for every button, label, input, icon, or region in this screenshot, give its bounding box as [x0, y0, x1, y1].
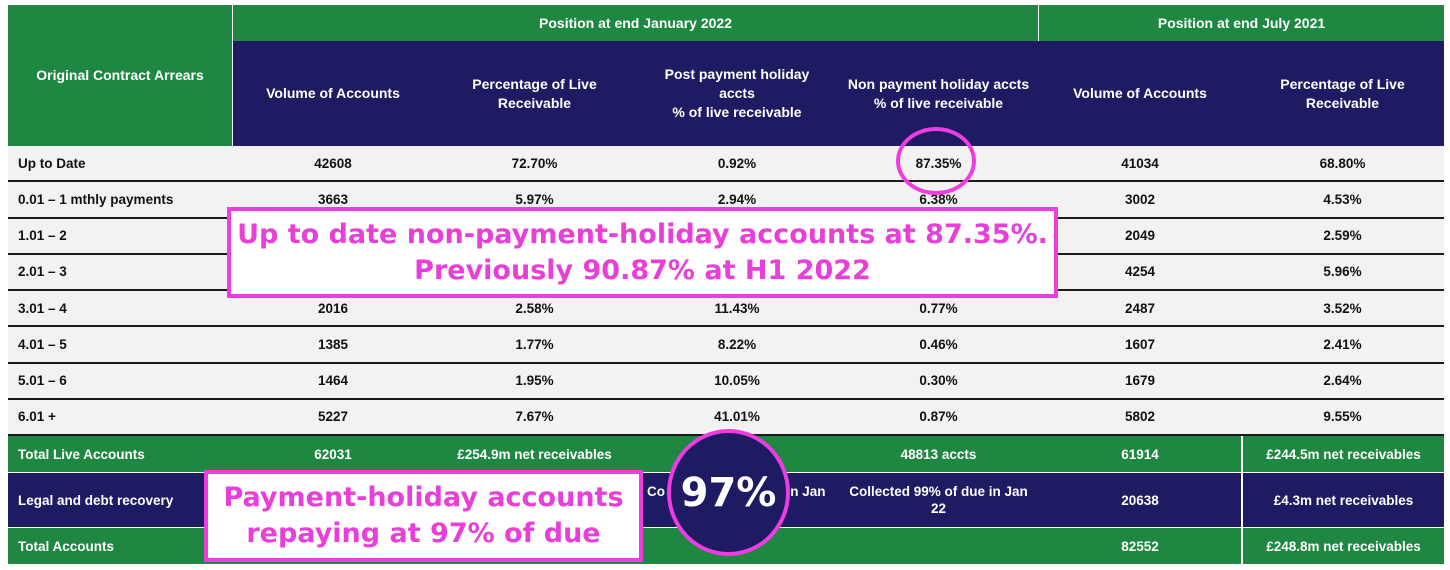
cell-pct-jul: £4.3m net receivables	[1241, 473, 1444, 527]
cell-volume-jan: 3663	[317, 191, 349, 207]
row-label: 6.01 +	[18, 409, 56, 425]
cell-pct-jul: 5.96%	[1323, 264, 1362, 280]
row-label: 2.01 – 3	[18, 264, 67, 280]
table-row: 5.01 – 6 1464 1.95% 10.05% 0.30% 1679 2.64%	[8, 363, 1444, 400]
highlight-circle-97-text: 97%	[680, 469, 777, 516]
annotation-box-up-to-date-line2: Previously 90.87% at H1 2022	[414, 254, 871, 286]
first-col-header: Original Contract Arrears	[8, 5, 232, 146]
cell-non-holiday: 6.38%	[919, 191, 958, 207]
row-label: 5.01 – 6	[18, 373, 67, 389]
row-label: Total Accounts	[18, 538, 115, 554]
cell-volume-jul: 3002	[1124, 191, 1156, 207]
cell-volume-jul: 20638	[1121, 492, 1159, 508]
cell-volume-jul: 4254	[1124, 264, 1156, 280]
column-header-bar: Volume of Accounts Percentage of Live Re…	[233, 41, 1444, 146]
highlight-circle-97: 97%	[667, 429, 790, 556]
cell-non-holiday: 0.77%	[919, 300, 958, 316]
cell-volume-jul: 41034	[1121, 155, 1159, 171]
cell-volume-jul: 5802	[1124, 409, 1156, 425]
group-header-jul-text: Position at end July 2021	[1157, 14, 1326, 31]
cell-volume-jul: 61914	[1121, 446, 1159, 462]
first-col-header-text: Original Contract Arrears	[36, 67, 204, 83]
row-label: 1.01 – 2	[18, 228, 67, 244]
col-header-non-holiday: Non payment holiday accts % of live rece…	[847, 75, 1030, 111]
cell-volume-jan: 1464	[317, 373, 349, 389]
col-header-pct-jan: Percentage of Live Receivable	[472, 75, 597, 111]
row-label: Total Live Accounts	[18, 446, 145, 462]
cell-pct-jan: 5.97%	[515, 191, 554, 207]
cell-non-holiday: 0.87%	[919, 409, 958, 425]
cell-volume-jan: 5227	[317, 409, 349, 425]
annotation-box-up-to-date-line1: Up to date non-payment-holiday accounts …	[237, 218, 1048, 250]
cell-non-holiday: 0.30%	[919, 373, 958, 389]
cell-volume-jan: 42608	[314, 155, 352, 171]
cell-volume-jan: 2016	[317, 300, 349, 316]
col-header-volume-jan: Volume of Accounts	[266, 85, 400, 101]
annotation-box-payment-holiday: Payment-holiday accounts repaying at 97%…	[204, 470, 643, 562]
group-header-jul: Position at end July 2021	[1039, 5, 1444, 41]
group-header-jan: Position at end January 2022	[233, 5, 1038, 41]
cell-pct-jul: £248.8m net receivables	[1241, 528, 1444, 564]
cell-pct-jan: £254.9m net receivables	[457, 446, 612, 462]
cell-pct-jan: 1.95%	[515, 373, 554, 389]
cell-post-holiday: 41.01%	[714, 409, 760, 425]
cell-pct-jul: 2.41%	[1323, 336, 1362, 352]
table-row: 4.01 – 5 1385 1.77% 8.22% 0.46% 1607 2.41%	[8, 327, 1444, 364]
group-header-jan-text: Position at end January 2022	[539, 14, 732, 31]
cell-pct-jul: 2.59%	[1323, 228, 1362, 244]
highlight-circle-87	[896, 127, 976, 195]
cell-volume-jan: 1385	[317, 336, 349, 352]
cell-post-holiday: 0.92%	[717, 155, 757, 171]
cell-non-holiday: Collected 99% of due in Jan 22	[849, 484, 1028, 516]
cell-volume-jul: 82552	[1121, 538, 1159, 554]
cell-non-holiday: 48813 accts	[900, 446, 977, 462]
table-row: Up to Date 42608 72.70% 0.92% 87.35% 41034 68.…	[8, 146, 1444, 183]
annotation-box-up-to-date: Up to date non-payment-holiday accounts …	[227, 207, 1058, 298]
cell-volume-jul: 1679	[1124, 373, 1156, 389]
annotation-box-payment-holiday-line2: repaying at 97% of due	[246, 518, 601, 549]
row-label: 4.01 – 5	[18, 336, 67, 352]
col-header-pct-jul: Percentage of Live Receivable	[1280, 75, 1405, 111]
cell-pct-jul: £244.5m net receivables	[1241, 436, 1444, 472]
cell-post-holiday: 2.94%	[717, 191, 757, 207]
cell-pct-jan: 72.70%	[511, 155, 558, 171]
cell-pct-jul: 2.64%	[1323, 373, 1362, 389]
cell-volume-jul: 2049	[1124, 228, 1156, 244]
row-label: 3.01 – 4	[18, 300, 67, 316]
cell-pct-jul: 3.52%	[1323, 300, 1362, 316]
cell-pct-jan: 7.67%	[515, 409, 554, 425]
col-header-post-holiday: Post payment holiday accts % of live rec…	[664, 66, 810, 120]
cell-post-holiday-left: Co	[647, 484, 665, 499]
row-label: 0.01 – 1 mthly payments	[18, 191, 174, 207]
cell-pct-jul: 4.53%	[1323, 191, 1362, 207]
cell-volume-jul: 1607	[1124, 336, 1156, 352]
cell-non-holiday: 0.46%	[919, 336, 958, 352]
cell-post-holiday: 11.43%	[714, 300, 760, 316]
cell-pct-jan: 2.58%	[515, 300, 554, 316]
row-label: Up to Date	[18, 155, 86, 171]
col-header-volume-jul: Volume of Accounts	[1073, 85, 1207, 101]
cell-volume-jul: 2487	[1124, 300, 1156, 316]
cell-volume-jan: 62031	[314, 446, 352, 462]
cell-pct-jul: 9.55%	[1323, 409, 1362, 425]
cell-post-holiday: 8.22%	[717, 336, 757, 352]
cell-pct-jul: 68.80%	[1319, 155, 1366, 171]
row-label: Legal and debt recovery	[18, 492, 174, 508]
cell-post-holiday: 10.05%	[714, 373, 760, 389]
annotation-box-payment-holiday-line1: Payment-holiday accounts	[223, 482, 624, 513]
cell-pct-jan: 1.77%	[515, 336, 554, 352]
